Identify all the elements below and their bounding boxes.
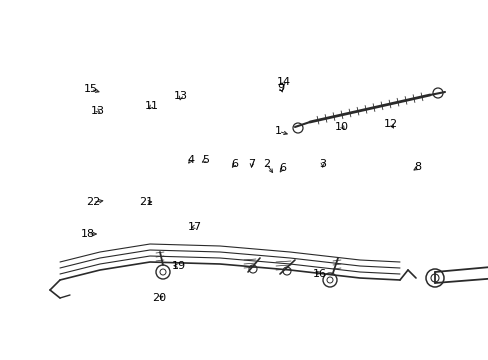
Text: 5: 5 bbox=[202, 155, 208, 165]
Text: 18: 18 bbox=[81, 229, 95, 239]
Text: 14: 14 bbox=[276, 77, 290, 87]
Text: 1: 1 bbox=[275, 126, 282, 136]
Text: 20: 20 bbox=[152, 293, 165, 303]
Text: 3: 3 bbox=[319, 159, 325, 169]
Text: 12: 12 bbox=[384, 119, 397, 129]
Text: 13: 13 bbox=[174, 91, 187, 102]
Text: 11: 11 bbox=[144, 101, 158, 111]
Text: 6: 6 bbox=[231, 159, 238, 169]
Text: 22: 22 bbox=[85, 197, 100, 207]
Text: 6: 6 bbox=[279, 163, 285, 173]
Text: 4: 4 bbox=[187, 155, 194, 165]
Text: 13: 13 bbox=[91, 106, 104, 116]
Text: 9: 9 bbox=[277, 83, 284, 93]
Text: 10: 10 bbox=[335, 122, 348, 132]
Text: 17: 17 bbox=[187, 222, 201, 232]
Text: 19: 19 bbox=[171, 261, 185, 271]
Text: 15: 15 bbox=[83, 84, 97, 94]
Text: 8: 8 bbox=[414, 162, 421, 172]
Text: 16: 16 bbox=[313, 269, 326, 279]
Text: 7: 7 bbox=[248, 159, 255, 169]
Text: 21: 21 bbox=[139, 197, 152, 207]
Text: 2: 2 bbox=[263, 159, 269, 169]
